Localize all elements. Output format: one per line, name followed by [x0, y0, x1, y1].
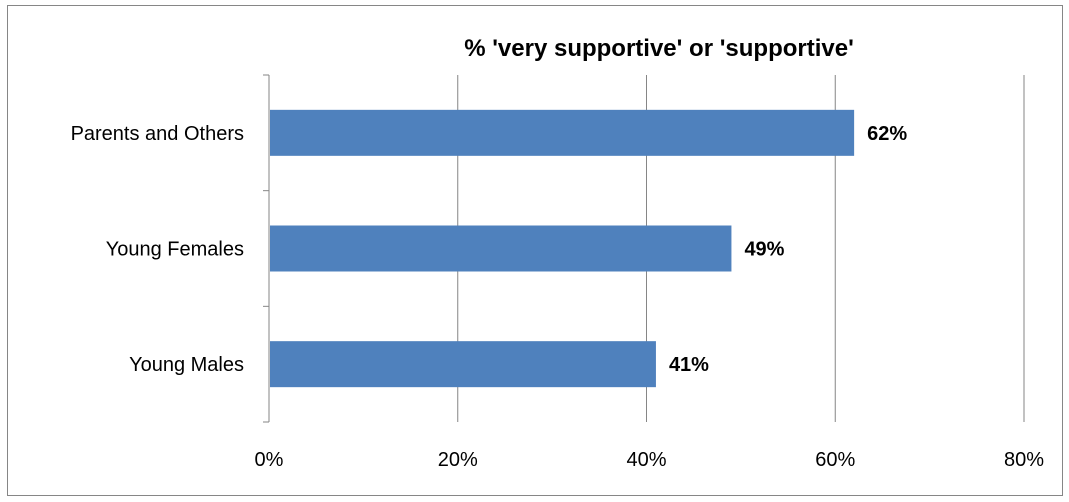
category-label: Parents and Others: [71, 123, 244, 145]
x-tick-label: 60%: [815, 449, 855, 471]
data-label: 62%: [867, 123, 907, 145]
bar: [270, 109, 855, 156]
data-label: 41%: [669, 354, 709, 376]
x-tick-label: 80%: [1004, 449, 1044, 471]
category-labels: Parents and Others Young Females Young Mal…: [71, 123, 244, 376]
bar: [270, 341, 656, 388]
chart-title: % 'very supportive' or 'supportive': [464, 35, 854, 62]
x-tick-label: 20%: [438, 449, 478, 471]
bar: [270, 225, 732, 272]
x-tick-labels: 0% 20% 40% 60% 80%: [255, 449, 1045, 471]
category-label: Young Males: [129, 354, 244, 376]
bars: [270, 109, 855, 388]
data-label: 49%: [744, 239, 784, 261]
x-tick-label: 40%: [626, 449, 666, 471]
x-tick-label: 0%: [255, 449, 284, 471]
data-labels: 62% 49% 41%: [669, 123, 907, 376]
category-label: Young Females: [106, 239, 244, 261]
y-axis: [263, 74, 270, 423]
